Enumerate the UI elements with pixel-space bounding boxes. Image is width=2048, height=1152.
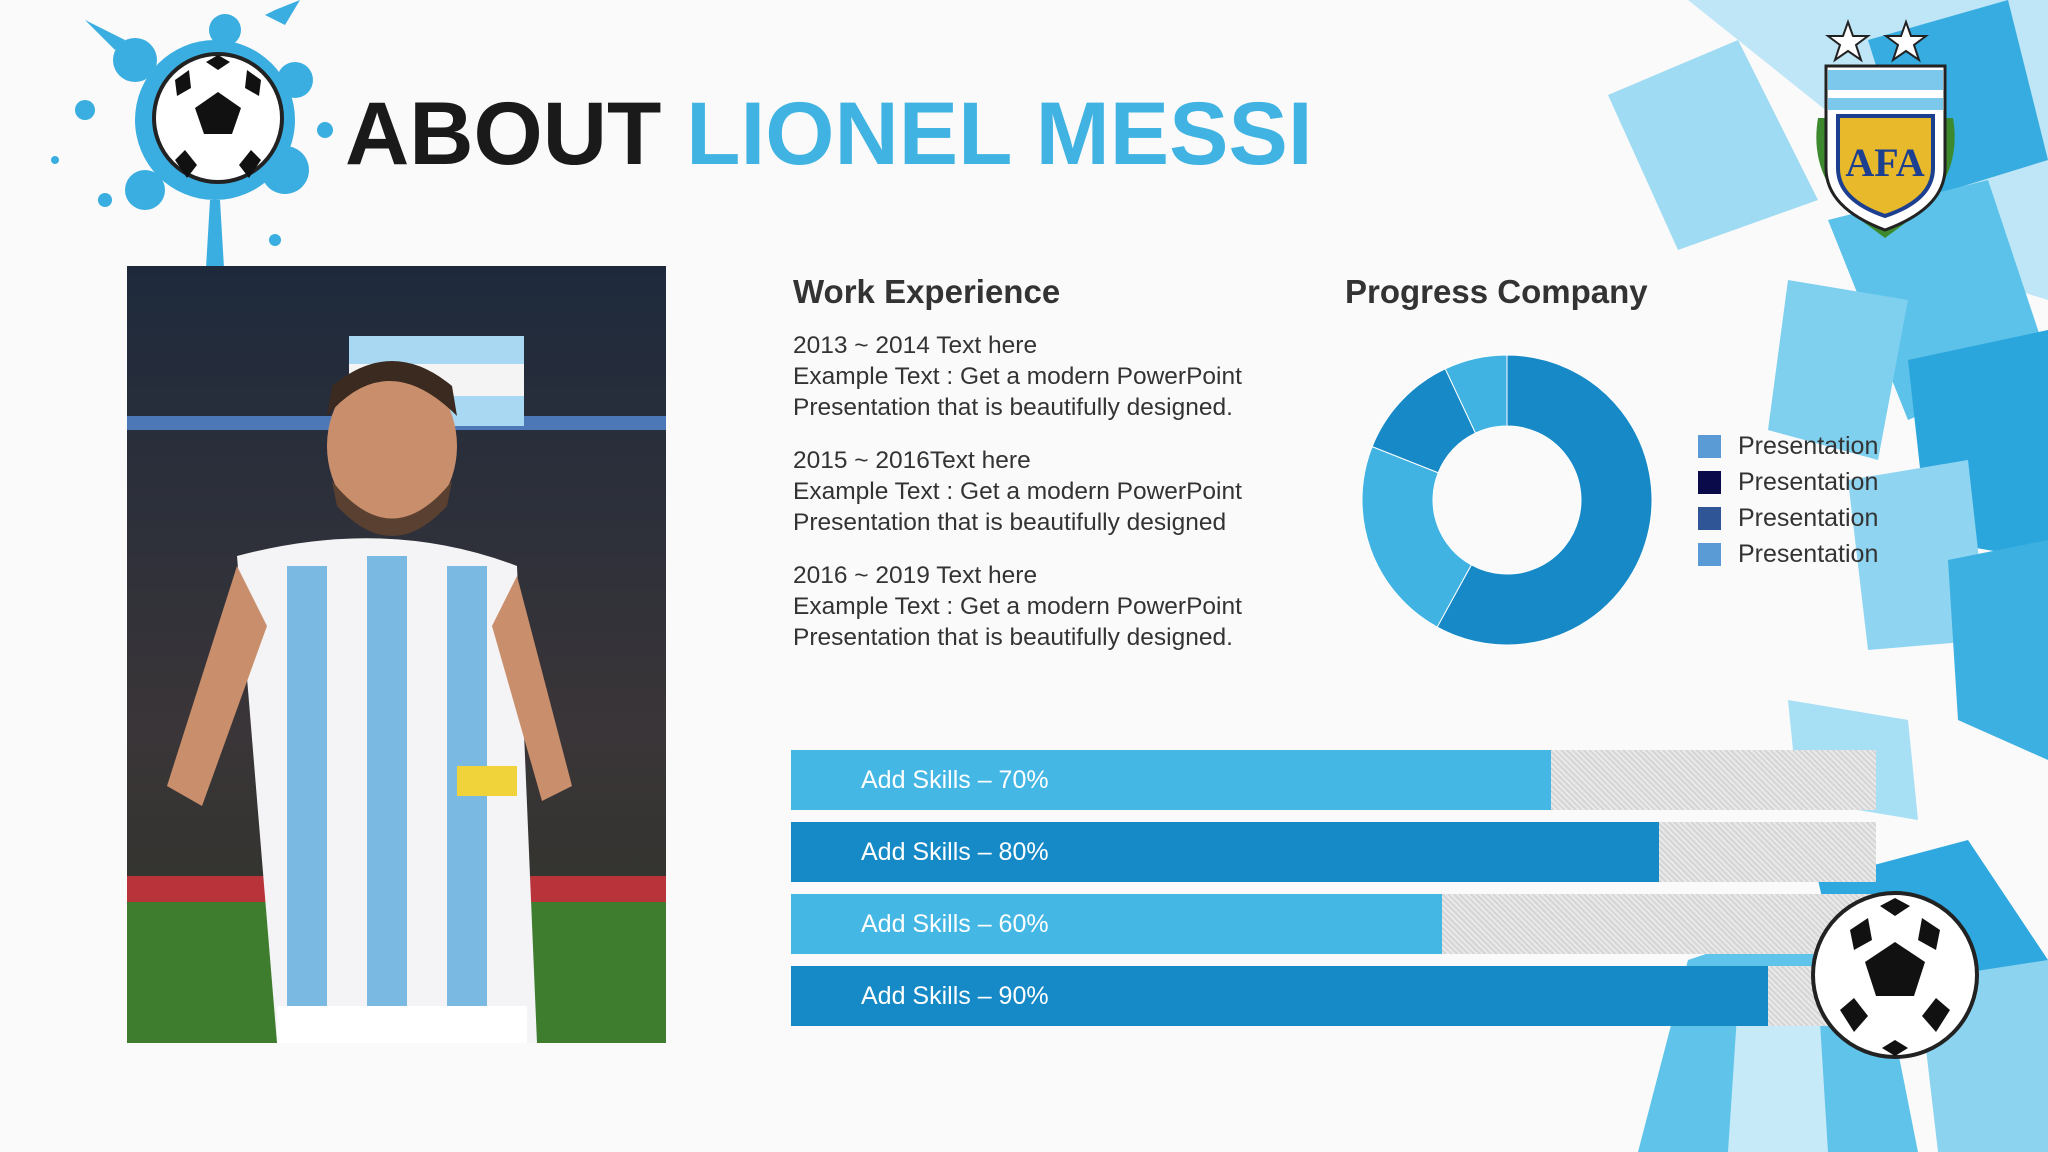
legend-item: Presentation	[1698, 428, 1878, 464]
work-entry-text: Presentation that is beautifully designe…	[793, 624, 1233, 651]
work-entry-text: Example Text : Get a modern PowerPoint	[793, 478, 1242, 505]
skill-bar-fill	[791, 822, 1659, 882]
work-experience-list: 2013 ~ 2014 Text here Example Text : Get…	[793, 330, 1313, 675]
work-experience-heading: Work Experience	[793, 273, 1061, 310]
skill-bar-label: Add Skills – 70%	[861, 766, 1049, 794]
donut-chart	[1361, 354, 1653, 646]
work-entry-period: 2013 ~ 2014 Text here	[793, 332, 1038, 359]
work-entry: 2016 ~ 2019 Text here Example Text : Get…	[793, 560, 1313, 653]
skill-bar: Add Skills – 60%	[791, 894, 1876, 954]
legend-swatch	[1698, 506, 1721, 530]
legend-label: Presentation	[1738, 431, 1879, 460]
title-about: ABOUT	[345, 83, 662, 183]
skill-bar: Add Skills – 80%	[791, 822, 1876, 882]
page-title: ABOUT LIONEL MESSI	[345, 82, 1313, 185]
donut-slice	[1436, 354, 1653, 646]
work-entry-period: 2016 ~ 2019 Text here	[793, 562, 1038, 589]
work-entry-text: Presentation that is beautifully designe…	[793, 394, 1233, 421]
skill-bar: Add Skills – 90%	[791, 966, 1876, 1026]
donut-slice	[1361, 445, 1473, 628]
skill-bar-fill	[791, 966, 1768, 1026]
work-entry: 2015 ~ 2016Text here Example Text : Get …	[793, 445, 1313, 538]
skill-bar-fill	[791, 750, 1551, 810]
legend-swatch	[1698, 434, 1721, 458]
work-entry-period: 2015 ~ 2016Text here	[793, 447, 1031, 474]
player-photo	[127, 266, 666, 1043]
legend-label: Presentation	[1738, 503, 1879, 532]
legend-label: Presentation	[1738, 539, 1879, 568]
skill-bar-label: Add Skills – 60%	[861, 910, 1049, 938]
title-name: LIONEL MESSI	[686, 83, 1313, 183]
skills-bars: Add Skills – 70% Add Skills – 80% Add Sk…	[791, 750, 1876, 1038]
chart-legend: Presentation Presentation Presentation P…	[1698, 428, 1878, 572]
legend-item: Presentation	[1698, 464, 1878, 500]
legend-swatch	[1698, 470, 1721, 494]
legend-label: Presentation	[1738, 467, 1879, 496]
work-entry: 2013 ~ 2014 Text here Example Text : Get…	[793, 330, 1313, 423]
work-entry-text: Presentation that is beautifully designe…	[793, 509, 1227, 536]
legend-item: Presentation	[1698, 536, 1878, 572]
skill-bar-label: Add Skills – 90%	[861, 982, 1049, 1010]
soccer-ball-icon	[51, 0, 333, 285]
legend-item: Presentation	[1698, 500, 1878, 536]
work-entry-text: Example Text : Get a modern PowerPoint	[793, 363, 1242, 390]
svg-text:AFA: AFA	[1845, 140, 1924, 185]
afa-crest-logo: AFA	[1816, 19, 1955, 238]
skill-bar-fill	[791, 894, 1442, 954]
donut-slice	[1444, 354, 1508, 434]
work-entry-text: Example Text : Get a modern PowerPoint	[793, 593, 1242, 620]
soccer-ball-icon	[1811, 891, 1979, 1059]
skill-bar-label: Add Skills – 80%	[861, 838, 1049, 866]
legend-swatch	[1698, 542, 1721, 566]
skill-bar: Add Skills – 70%	[791, 750, 1876, 810]
progress-company-heading: Progress Company	[1345, 273, 1648, 310]
